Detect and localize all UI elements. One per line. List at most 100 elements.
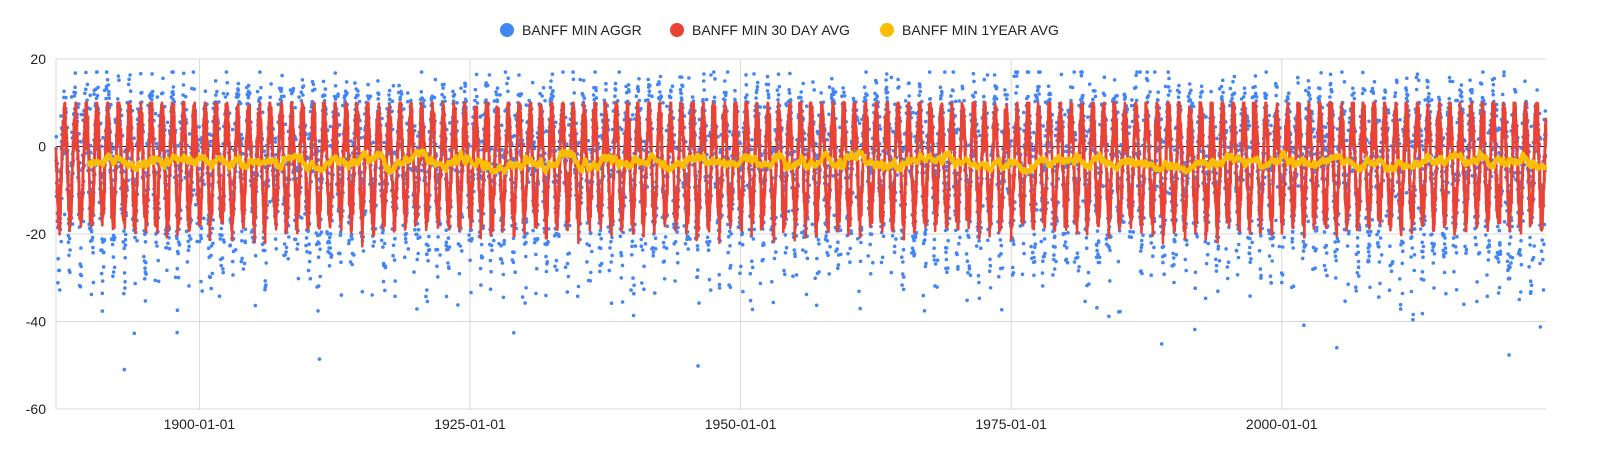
aggr-point xyxy=(228,243,233,247)
aggr-point xyxy=(487,73,492,77)
aggr-point xyxy=(632,291,636,296)
aggr-point xyxy=(393,279,398,283)
aggr-point xyxy=(85,82,90,87)
aggr-point xyxy=(273,136,278,141)
aggr-point xyxy=(713,77,717,81)
aggr-point xyxy=(306,268,311,273)
aggr-point xyxy=(702,72,706,76)
aggr-point xyxy=(316,309,320,313)
aggr-point xyxy=(770,280,774,284)
aggr-point xyxy=(535,266,539,271)
aggr-point xyxy=(217,294,222,299)
aggr-point xyxy=(219,226,224,231)
aggr-point xyxy=(755,85,760,89)
aggr-point xyxy=(690,95,695,99)
aggr-point xyxy=(273,237,278,241)
aggr-point xyxy=(748,298,753,303)
aggr-point xyxy=(91,280,96,285)
aggr-point xyxy=(415,232,419,237)
aggr-point xyxy=(444,294,449,299)
aggr-point xyxy=(96,85,100,90)
aggr-point xyxy=(161,76,165,81)
aggr-point xyxy=(543,98,547,103)
aggr-point xyxy=(501,295,506,300)
aggr-point xyxy=(474,72,479,77)
aggr-point xyxy=(495,92,499,97)
legend-item-1year[interactable]: BANFF MIN 1YEAR AVG xyxy=(880,22,1059,38)
aggr-point xyxy=(436,235,440,239)
aggr-point xyxy=(503,70,508,74)
aggr-point xyxy=(458,244,463,248)
aggr-point xyxy=(632,283,636,288)
aggr-point xyxy=(597,232,602,237)
aggr-point xyxy=(123,286,127,290)
aggr-point xyxy=(402,255,407,259)
aggr-point xyxy=(328,124,333,129)
aggr-point xyxy=(708,288,713,292)
aggr-point xyxy=(89,292,94,297)
aggr-point xyxy=(99,271,104,276)
aggr-point xyxy=(653,291,657,295)
aggr-point xyxy=(619,276,624,280)
aggr-point xyxy=(221,267,225,271)
y-tick-label: -20 xyxy=(26,226,46,242)
aggr-point xyxy=(653,236,658,240)
aggr-point xyxy=(657,82,661,86)
aggr-point xyxy=(406,91,410,95)
aggr-point xyxy=(535,236,540,241)
aggr-point xyxy=(729,232,733,236)
aggr-point xyxy=(676,260,680,265)
aggr-point xyxy=(391,253,395,258)
aggr-point xyxy=(546,239,550,244)
aggr-point xyxy=(236,81,241,86)
aggr-point xyxy=(783,272,787,277)
aggr-point xyxy=(608,246,612,250)
legend[interactable]: BANFF MIN AGGR BANFF MIN 30 DAY AVG BANF… xyxy=(500,22,1059,38)
aggr-point xyxy=(211,241,215,246)
aggr-point xyxy=(387,93,391,97)
aggr-point xyxy=(613,94,617,98)
aggr-point xyxy=(248,91,252,95)
aggr-point xyxy=(728,263,733,268)
aggr-point xyxy=(105,78,110,82)
aggr-point xyxy=(73,85,77,90)
aggr-point xyxy=(241,267,246,271)
aggr-point xyxy=(221,91,226,96)
aggr-point xyxy=(549,79,553,83)
aggr-point xyxy=(733,88,737,93)
aggr-point xyxy=(418,235,422,239)
aggr-point xyxy=(750,265,755,270)
aggr-point xyxy=(122,291,126,296)
aggr-point xyxy=(631,313,636,318)
aggr-point xyxy=(308,251,312,255)
aggr-point xyxy=(372,240,377,244)
aggr-point xyxy=(619,253,624,258)
aggr-point xyxy=(73,91,78,95)
aggr-point xyxy=(132,136,136,140)
aggr-point xyxy=(176,144,180,148)
aggr-point xyxy=(263,279,268,283)
aggr-point xyxy=(356,89,360,93)
y-tick-label: 20 xyxy=(30,51,46,67)
aggr-point xyxy=(338,251,342,256)
aggr-point xyxy=(240,256,244,261)
legend-item-aggr[interactable]: BANFF MIN AGGR xyxy=(500,22,642,38)
aggr-point xyxy=(451,89,455,94)
aggr-point xyxy=(766,95,771,100)
aggr-point xyxy=(328,232,333,236)
aggr-point xyxy=(687,76,691,80)
aggr-point xyxy=(702,88,706,92)
aggr-point xyxy=(673,279,677,283)
aggr-point xyxy=(544,269,549,274)
y-tick-label: -60 xyxy=(26,401,46,417)
legend-item-30day[interactable]: BANFF MIN 30 DAY AVG xyxy=(670,22,850,38)
aggr-point xyxy=(185,260,190,264)
aggr-point xyxy=(56,256,60,261)
aggr-point xyxy=(712,70,716,74)
aggr-point xyxy=(287,235,291,239)
aggr-point xyxy=(258,70,262,74)
aggr-point xyxy=(230,259,235,264)
aggr-point xyxy=(675,251,680,256)
aggr-point xyxy=(192,87,196,91)
